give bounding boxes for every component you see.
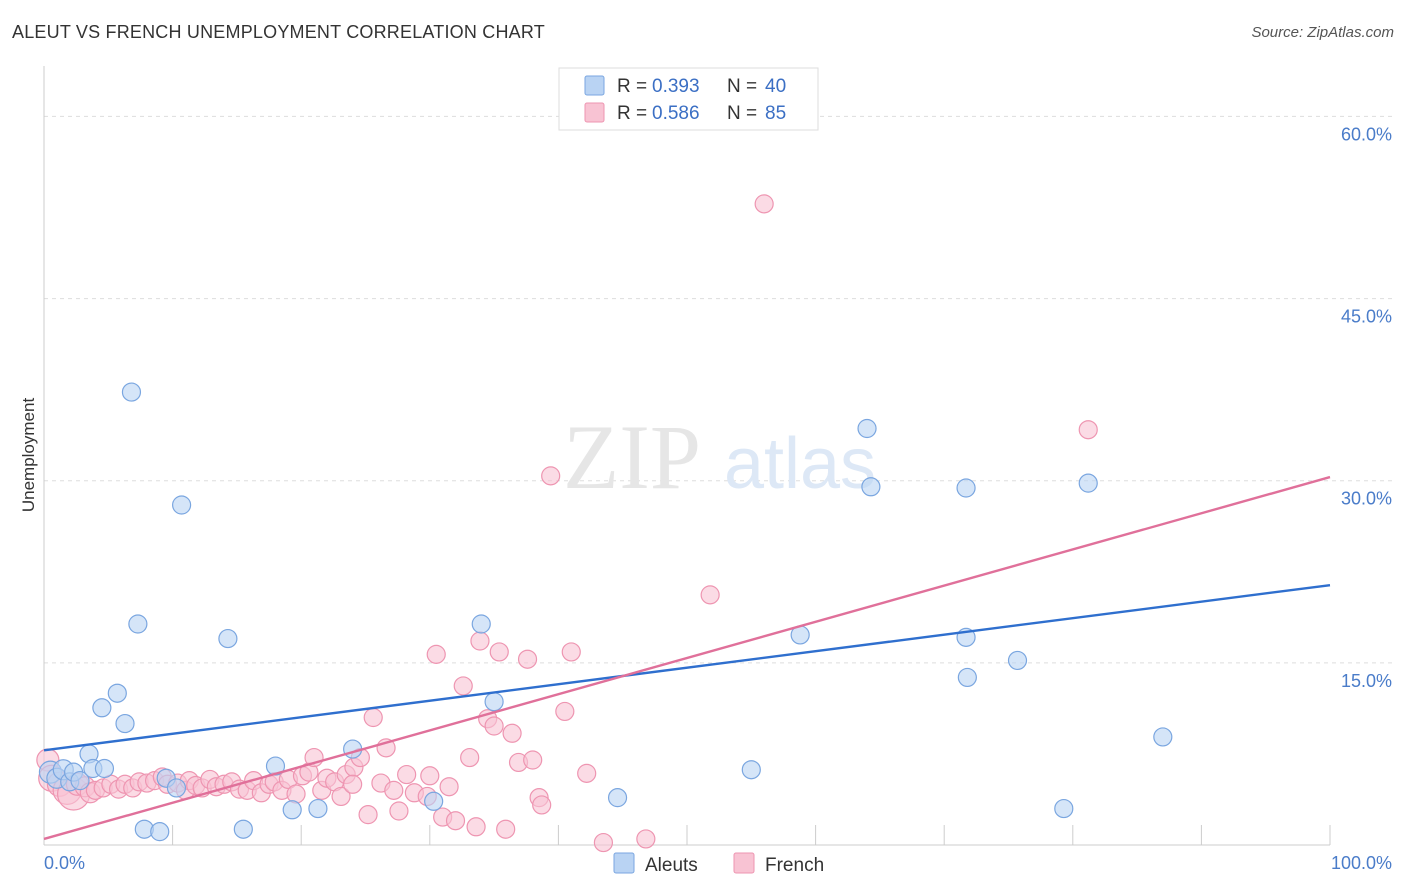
legend-series-french-swatch <box>733 852 755 874</box>
aleuts-point-39 <box>1153 727 1173 747</box>
aleuts-point-38 <box>1078 473 1098 493</box>
legend-series-french-label: French <box>765 855 824 876</box>
aleuts-trend-line <box>43 583 1331 752</box>
french-point-52 <box>389 801 409 821</box>
french-point-59 <box>453 676 473 696</box>
french-point-84 <box>445 811 466 831</box>
legend-french-n-label: N = <box>727 103 757 124</box>
french-point-66 <box>496 819 516 839</box>
french-point-81 <box>1078 420 1098 440</box>
aleuts-point-35 <box>957 667 977 688</box>
aleuts-point-12 <box>121 382 142 402</box>
french-point-43 <box>331 786 351 807</box>
french-point-47 <box>358 805 378 825</box>
x-tick-label-0: 0.0% <box>44 853 85 873</box>
legend-series-aleuts-label: Aleuts <box>645 855 698 876</box>
watermark-atlas: atlas <box>724 424 876 504</box>
french-point-48 <box>363 707 383 728</box>
aleuts-point-34 <box>956 478 976 498</box>
aleuts-point-22 <box>282 800 302 820</box>
aleuts-point-17 <box>166 778 187 798</box>
aleuts-point-37 <box>1054 798 1074 819</box>
french-point-83 <box>420 766 440 786</box>
legend-french-swatch <box>584 102 605 123</box>
french-point-74 <box>555 701 575 722</box>
y-tick-label-3: 60.0% <box>1341 124 1392 144</box>
french-point-76 <box>577 763 597 783</box>
aleuts-point-19 <box>218 628 238 649</box>
aleuts-point-18 <box>172 495 192 515</box>
legend-aleuts-r-label: R = <box>617 76 647 97</box>
aleuts-point-11 <box>115 713 135 734</box>
grid-lines <box>44 115 1392 664</box>
legend-aleuts-r-value: 0.393 <box>652 76 700 97</box>
french-trend-line <box>43 475 1331 841</box>
french-point-67 <box>502 723 522 743</box>
french-point-53 <box>397 764 417 785</box>
legend-french-r-value: 0.586 <box>652 103 700 124</box>
french-point-36 <box>286 784 306 804</box>
y-tick-labels: 15.0% 30.0% 45.0% 60.0% <box>1341 124 1392 690</box>
watermark: ZIP atlas <box>563 406 876 508</box>
y-tick-label-0: 15.0% <box>1341 671 1392 691</box>
aleuts-point-36 <box>1007 650 1028 671</box>
aleuts-point-23 <box>308 798 328 819</box>
french-point-75 <box>561 642 581 662</box>
aleuts-point-15 <box>150 822 170 842</box>
french-point-70 <box>523 750 543 770</box>
aleuts-point-9 <box>92 698 112 718</box>
axes <box>43 66 1331 846</box>
french-point-73 <box>541 466 561 486</box>
legend-aleuts-swatch <box>584 75 605 96</box>
aleuts-point-10 <box>107 683 127 703</box>
y-tick-label-1: 30.0% <box>1341 489 1392 509</box>
aleuts-points <box>38 382 1173 842</box>
french-point-78 <box>636 829 656 849</box>
y-tick-label-2: 45.0% <box>1341 307 1392 327</box>
legend-series: Aleuts French <box>613 852 824 876</box>
source-credit: Source: ZipAtlas.com <box>1251 24 1394 41</box>
french-point-65 <box>489 642 509 662</box>
y-axis-title: Unemployment <box>19 398 38 513</box>
aleuts-point-31 <box>857 418 877 439</box>
aleuts-point-5 <box>70 771 90 791</box>
aleuts-point-25 <box>424 791 444 811</box>
legend-stats: R = 0.393 N = 40 R = 0.586 N = 85 <box>558 67 819 131</box>
aleuts-point-26 <box>471 614 491 634</box>
french-point-62 <box>470 631 490 651</box>
french-points <box>36 194 1098 853</box>
french-point-80 <box>754 194 774 214</box>
aleuts-point-8 <box>94 758 115 779</box>
french-point-82 <box>343 774 363 794</box>
french-point-61 <box>466 817 486 837</box>
aleuts-point-32 <box>861 477 881 497</box>
french-point-72 <box>532 795 552 815</box>
x-tick-labels: 0.0% 100.0% <box>44 853 1392 873</box>
aleuts-point-20 <box>233 819 253 839</box>
legend-aleuts-n-label: N = <box>727 76 757 97</box>
legend-french-r-label: R = <box>617 103 647 124</box>
aleuts-point-27 <box>484 692 504 712</box>
french-point-56 <box>426 644 446 664</box>
legend-french-n-value: 85 <box>765 103 786 124</box>
french-point-69 <box>517 649 538 669</box>
french-point-64 <box>484 716 504 736</box>
french-point-60 <box>460 747 480 768</box>
x-tick-label-1: 100.0% <box>1331 853 1392 873</box>
french-point-77 <box>593 832 614 853</box>
aleuts-point-28 <box>607 788 628 808</box>
trend-lines <box>43 475 1331 841</box>
french-point-79 <box>700 585 720 605</box>
aleuts-point-29 <box>741 760 761 780</box>
legend-series-aleuts-swatch <box>613 852 635 874</box>
french-point-51 <box>384 780 404 800</box>
chart-title: ALEUT VS FRENCH UNEMPLOYMENT CORRELATION… <box>12 22 545 42</box>
watermark-zip: ZIP <box>563 406 701 508</box>
legend-aleuts-n-value: 40 <box>765 76 786 97</box>
aleuts-point-21 <box>265 756 286 776</box>
aleuts-point-13 <box>128 614 148 634</box>
french-point-58 <box>439 777 459 797</box>
